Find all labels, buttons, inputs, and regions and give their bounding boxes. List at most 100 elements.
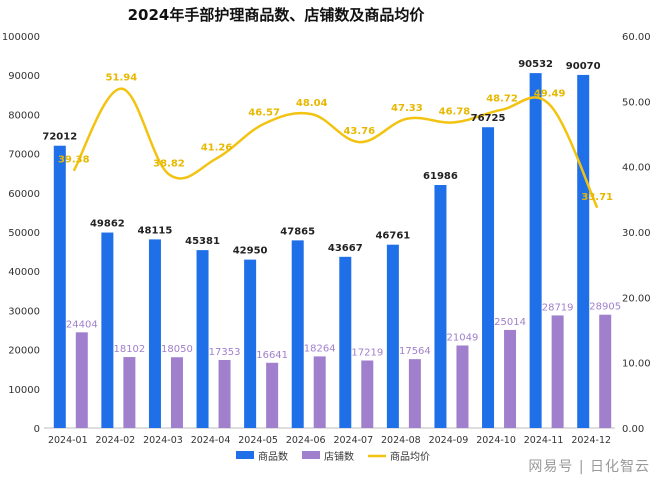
legend-label: 商品数 <box>258 450 288 463</box>
data-label-store-count: 17219 <box>351 348 383 359</box>
y-left-tick-label: 90000 <box>8 71 40 82</box>
data-label-store-count: 24404 <box>66 319 98 330</box>
data-label-store-count: 21049 <box>447 332 479 343</box>
watermark: 网易号 | 日化智云 <box>528 459 650 475</box>
y-left-tick-label: 100000 <box>2 32 40 43</box>
y-left-tick-label: 60000 <box>8 189 40 200</box>
data-label-avg-price: 49.49 <box>534 89 566 100</box>
bar-store-count <box>408 359 421 428</box>
bar-store-count <box>170 357 183 428</box>
y-left-tick-label: 80000 <box>8 110 40 121</box>
data-label-avg-price: 39.38 <box>58 155 90 166</box>
bar-product-count <box>434 185 447 428</box>
line-avg-price <box>72 87 599 209</box>
data-label-product-count: 47865 <box>280 226 315 237</box>
y-left-tick-label: 70000 <box>8 150 40 161</box>
bar-store-count <box>504 329 517 428</box>
data-label-product-count: 43667 <box>328 243 363 254</box>
y-left-tick-label: 50000 <box>8 228 40 239</box>
x-tick-label: 2024-11 <box>524 435 564 446</box>
data-label-avg-price: 47.33 <box>391 103 423 114</box>
data-label-avg-price: 43.76 <box>343 126 375 137</box>
y-right-tick-label: 10.00 <box>622 359 651 370</box>
line-layer <box>72 87 599 209</box>
data-label-product-count: 49862 <box>90 219 125 230</box>
data-label-product-count: 76725 <box>471 113 506 124</box>
data-label-store-count: 18050 <box>161 344 193 355</box>
bar-store-count <box>361 360 374 428</box>
bar-store-count <box>123 357 136 428</box>
data-label-store-count: 18102 <box>113 344 145 355</box>
data-label-product-count: 46761 <box>375 231 410 242</box>
data-label-store-count: 28719 <box>542 302 574 313</box>
x-tick-label: 2024-04 <box>191 435 231 446</box>
data-label-store-count: 28905 <box>589 302 621 313</box>
y-right-tick-label: 40.00 <box>622 163 651 174</box>
bar-product-count <box>101 232 114 428</box>
legend: 商品数 店铺数 商品均价 <box>236 450 430 463</box>
bar-store-count <box>218 359 231 428</box>
y-right-tick-label: 30.00 <box>622 228 651 239</box>
x-tick-label: 2024-07 <box>333 435 373 446</box>
bar-product-count <box>244 259 257 428</box>
bar-store-count <box>599 314 612 428</box>
x-tick-label: 2024-10 <box>476 435 516 446</box>
bar-product-count <box>529 73 542 428</box>
data-label-avg-price: 38.82 <box>153 158 185 169</box>
y-left-tick-label: 0 <box>34 424 40 435</box>
bar-store-count <box>75 332 88 428</box>
y-right-tick-label: 20.00 <box>622 293 651 304</box>
bar-product-count <box>339 256 352 428</box>
bar-product-count <box>53 145 66 429</box>
data-label-product-count: 61986 <box>423 171 458 182</box>
legend-label: 店铺数 <box>324 450 354 463</box>
bar-product-count <box>386 244 399 428</box>
bar-product-count <box>577 74 590 428</box>
chart-title: 2024年手部护理商品数、店铺数及商品均价 <box>128 6 426 24</box>
y-left-tick-label: 20000 <box>8 346 40 357</box>
data-label-store-count: 17564 <box>399 346 431 357</box>
data-label-store-count: 16641 <box>256 350 288 361</box>
data-label-product-count: 42950 <box>233 246 268 257</box>
data-label-product-count: 90532 <box>518 59 553 70</box>
data-label-avg-price: 41.26 <box>201 142 233 153</box>
data-label-product-count: 90070 <box>566 61 601 72</box>
y-right-tick-label: 50.00 <box>622 97 651 108</box>
bar-store-count <box>266 362 279 428</box>
bar-store-count <box>313 356 326 428</box>
labels-layer: 72012 49862 48115 45381 42950 47865 43667 46761… <box>42 59 621 361</box>
y-right-tick-label: 60.00 <box>622 32 651 43</box>
x-tick-label: 2024-01 <box>48 435 88 446</box>
x-tick-label: 2024-08 <box>381 435 421 446</box>
data-label-store-count: 25014 <box>494 317 526 328</box>
axes-layer: 0 10000 20000 30000 40000 50000 60000 70000 8000… <box>2 32 651 446</box>
bar-product-count <box>482 127 495 428</box>
data-label-store-count: 17353 <box>209 347 241 358</box>
data-label-avg-price: 33.71 <box>581 192 613 203</box>
x-tick-label: 2024-06 <box>286 435 326 446</box>
legend-swatch-bar <box>302 451 320 459</box>
bar-store-count <box>456 345 469 428</box>
data-label-avg-price: 46.57 <box>248 108 280 119</box>
data-label-avg-price: 51.94 <box>106 73 138 84</box>
y-left-tick-label: 10000 <box>8 385 40 396</box>
legend-label: 商品均价 <box>390 450 430 463</box>
x-tick-label: 2024-05 <box>238 435 278 446</box>
legend-swatch-bar <box>236 451 254 459</box>
bar-product-count <box>196 250 209 428</box>
x-tick-label: 2024-02 <box>96 435 136 446</box>
data-label-avg-price: 48.72 <box>486 94 518 105</box>
y-left-tick-label: 40000 <box>8 267 40 278</box>
data-label-product-count: 72012 <box>42 132 77 143</box>
bar-product-count <box>148 239 161 428</box>
data-label-store-count: 18264 <box>304 343 336 354</box>
bars-layer <box>53 73 612 429</box>
data-label-avg-price: 48.04 <box>296 98 328 109</box>
y-right-tick-label: 0.00 <box>622 424 644 435</box>
x-tick-label: 2024-09 <box>429 435 469 446</box>
y-left-tick-label: 30000 <box>8 306 40 317</box>
bar-store-count <box>551 315 564 428</box>
x-tick-label: 2024-12 <box>571 435 611 446</box>
